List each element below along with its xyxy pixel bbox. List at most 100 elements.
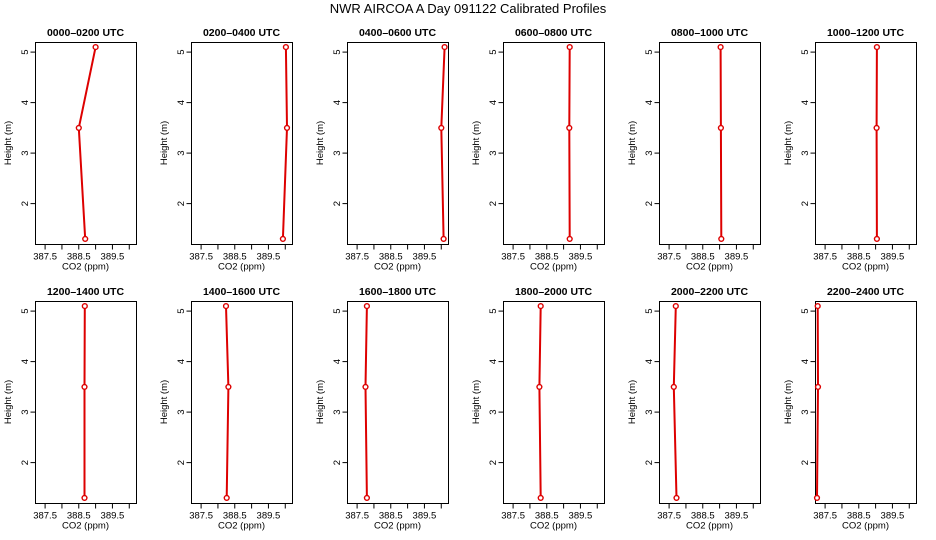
x-tick-label: 388.5: [379, 252, 403, 263]
x-tick-label: 389.5: [101, 252, 125, 263]
y-tick-label: 3: [20, 409, 31, 414]
x-axis-label: CO2 (ppm): [218, 521, 265, 532]
panel-title: 1400–1600 UTC: [203, 286, 280, 298]
y-tick-label: 5: [644, 308, 655, 313]
x-axis-label: CO2 (ppm): [62, 521, 109, 532]
x-tick-label: 387.5: [33, 511, 57, 522]
data-point: [717, 124, 725, 132]
data-point: [81, 494, 88, 502]
profile-line: [77, 46, 97, 239]
y-tick-label: 2: [488, 201, 499, 206]
y-tick-label: 4: [644, 100, 655, 105]
page-title: NWR AIRCOA A Day 091122 Calibrated Profi…: [329, 1, 607, 16]
y-axis-label: Height (m): [315, 380, 326, 424]
profile-line: [281, 47, 289, 239]
y-tick-label: 4: [176, 100, 187, 105]
x-tick-label: 389.5: [257, 511, 281, 522]
y-tick-label: 4: [332, 359, 343, 364]
data-point: [873, 43, 881, 51]
y-tick-label: 5: [488, 308, 499, 313]
y-tick-label: 5: [176, 49, 187, 54]
y-axis-label: Height (m): [3, 121, 14, 165]
y-tick-label: 2: [176, 201, 187, 206]
x-tick-label: 388.5: [535, 252, 559, 263]
y-tick-label: 4: [332, 100, 343, 105]
x-tick-label: 389.5: [725, 511, 749, 522]
x-tick-label: 387.5: [501, 511, 525, 522]
y-tick-label: 5: [20, 308, 31, 313]
data-point: [814, 303, 821, 310]
y-axis-label: Height (m): [783, 380, 794, 424]
profile-line: [364, 306, 368, 498]
data-point: [566, 43, 573, 51]
y-axis-label: Height (m): [471, 121, 482, 165]
y-axis-label: Height (m): [159, 380, 170, 424]
x-axis-label: CO2 (ppm): [842, 521, 889, 532]
y-tick-label: 3: [488, 409, 499, 414]
x-axis-label: CO2 (ppm): [374, 262, 421, 273]
data-point: [814, 383, 822, 391]
data-point: [672, 303, 679, 310]
x-axis-label: CO2 (ppm): [686, 521, 733, 532]
y-tick-label: 5: [800, 49, 811, 54]
data-point: [223, 494, 230, 502]
y-tick-label: 5: [332, 308, 343, 313]
y-axis-label: Height (m): [3, 380, 14, 424]
y-tick-label: 4: [176, 359, 187, 364]
y-axis-label: Height (m): [627, 121, 638, 165]
data-point: [813, 494, 821, 502]
x-axis-label: CO2 (ppm): [530, 262, 577, 273]
y-tick-label: 2: [332, 201, 343, 206]
x-axis-label: CO2 (ppm): [530, 521, 577, 532]
data-point: [718, 235, 725, 243]
panel-title: 0600–0800 UTC: [515, 27, 592, 39]
x-tick-label: 389.5: [413, 511, 437, 522]
data-point: [566, 235, 573, 243]
profile-line: [719, 47, 723, 239]
x-tick-label: 387.5: [657, 252, 681, 263]
profile-line: [816, 306, 820, 498]
profile-line: [672, 306, 678, 498]
y-tick-label: 5: [800, 308, 811, 313]
y-tick-label: 4: [488, 359, 499, 364]
x-axis-label: CO2 (ppm): [62, 262, 109, 273]
data-point: [279, 235, 287, 243]
y-tick-label: 3: [176, 409, 187, 414]
plot-frame: [35, 301, 137, 504]
plot-frame: [347, 42, 449, 245]
x-tick-label: 388.5: [67, 511, 91, 522]
x-tick-label: 388.5: [223, 252, 247, 263]
data-point: [282, 43, 290, 51]
x-tick-label: 387.5: [33, 252, 57, 263]
y-tick-label: 4: [644, 359, 655, 364]
x-axis-label: CO2 (ppm): [218, 262, 265, 273]
data-point: [566, 124, 573, 132]
data-point: [363, 494, 371, 502]
x-axis-label: CO2 (ppm): [842, 262, 889, 273]
panel-title: 1000–1200 UTC: [827, 27, 904, 39]
plot-frame: [191, 42, 293, 245]
y-tick-label: 5: [332, 49, 343, 54]
profile-line: [538, 306, 542, 498]
x-tick-label: 387.5: [813, 511, 837, 522]
x-tick-label: 387.5: [345, 511, 369, 522]
profile-line: [440, 47, 446, 239]
y-tick-label: 4: [20, 100, 31, 105]
data-point: [441, 43, 448, 51]
y-tick-label: 2: [20, 201, 31, 206]
y-tick-label: 3: [800, 150, 811, 155]
data-point: [81, 303, 88, 310]
data-point: [362, 383, 369, 391]
data-point: [438, 124, 445, 132]
y-tick-label: 3: [644, 409, 655, 414]
x-tick-label: 388.5: [223, 511, 247, 522]
data-point: [537, 494, 544, 502]
